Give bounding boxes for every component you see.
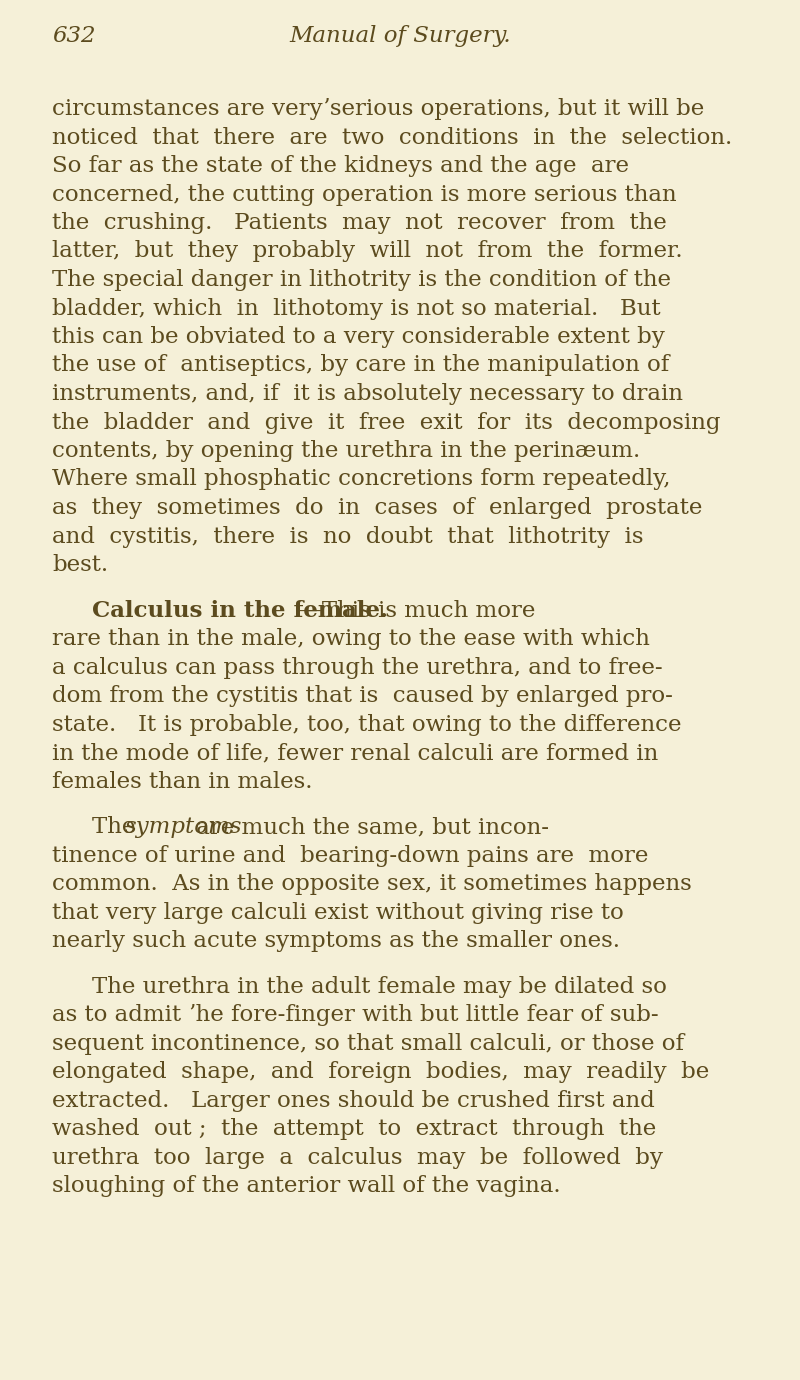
Text: 632: 632 [52, 25, 95, 47]
Text: Where small phosphatic concretions form repeatedly,: Where small phosphatic concretions form … [52, 468, 670, 490]
Text: symptoms: symptoms [125, 816, 242, 838]
Text: the  crushing.   Patients  may  not  recover  from  the: the crushing. Patients may not recover f… [52, 213, 666, 235]
Text: that very large calculi exist without giving rise to: that very large calculi exist without gi… [52, 901, 624, 923]
Text: The: The [92, 816, 142, 838]
Text: this can be obviated to a very considerable extent by: this can be obviated to a very considera… [52, 326, 665, 348]
Text: extracted.   Larger ones should be crushed first and: extracted. Larger ones should be crushed… [52, 1090, 654, 1112]
Text: common.  As in the opposite sex, it sometimes happens: common. As in the opposite sex, it somet… [52, 874, 692, 896]
Text: The special danger in lithotrity is the condition of the: The special danger in lithotrity is the … [52, 269, 671, 291]
Text: and  cystitis,  there  is  no  doubt  that  lithotrity  is: and cystitis, there is no doubt that lit… [52, 526, 643, 548]
Text: best.: best. [52, 553, 108, 575]
Text: sloughing of the anterior wall of the vagina.: sloughing of the anterior wall of the va… [52, 1176, 561, 1198]
Text: contents, by opening the urethra in the perinæum.: contents, by opening the urethra in the … [52, 440, 640, 462]
Text: Manual of Surgery.: Manual of Surgery. [289, 25, 511, 47]
Text: elongated  shape,  and  foreign  bodies,  may  readily  be: elongated shape, and foreign bodies, may… [52, 1061, 710, 1083]
Text: the  bladder  and  give  it  free  exit  for  its  decomposing: the bladder and give it free exit for it… [52, 411, 721, 433]
Text: So far as the state of the kidneys and the age  are: So far as the state of the kidneys and t… [52, 155, 629, 177]
Text: state.   It is probable, too, that owing to the difference: state. It is probable, too, that owing t… [52, 713, 682, 736]
Text: a calculus can pass through the urethra, and to free-: a calculus can pass through the urethra,… [52, 657, 662, 679]
Text: bladder, which  in  lithotomy is not so material.   But: bladder, which in lithotomy is not so ma… [52, 298, 661, 320]
Text: as to admit ʼhe fore-finger with but little fear of sub-: as to admit ʼhe fore-finger with but lit… [52, 1005, 658, 1027]
Text: latter,  but  they  probably  will  not  from  the  former.: latter, but they probably will not from … [52, 240, 682, 262]
Text: are much the same, but incon-: are much the same, but incon- [189, 816, 549, 838]
Text: The urethra in the adult female may be dilated so: The urethra in the adult female may be d… [92, 976, 667, 998]
Text: instruments, and, if  it is absolutely necessary to drain: instruments, and, if it is absolutely ne… [52, 384, 683, 404]
Text: tinence of urine and  bearing-down pains are  more: tinence of urine and bearing-down pains … [52, 845, 648, 867]
Text: —This is much more: —This is much more [299, 599, 535, 621]
Text: washed  out ;  the  attempt  to  extract  through  the: washed out ; the attempt to extract thro… [52, 1118, 656, 1140]
Text: rare than in the male, owing to the ease with which: rare than in the male, owing to the ease… [52, 628, 650, 650]
Text: circumstances are veryʼserious operations, but it will be: circumstances are veryʼserious operation… [52, 98, 704, 120]
Text: females than in males.: females than in males. [52, 770, 313, 792]
Text: the use of  antiseptics, by care in the manipulation of: the use of antiseptics, by care in the m… [52, 355, 670, 377]
Text: nearly such acute symptoms as the smaller ones.: nearly such acute symptoms as the smalle… [52, 930, 620, 952]
Text: as  they  sometimes  do  in  cases  of  enlarged  prostate: as they sometimes do in cases of enlarge… [52, 497, 702, 519]
Text: concerned, the cutting operation is more serious than: concerned, the cutting operation is more… [52, 184, 677, 206]
Text: noticed  that  there  are  two  conditions  in  the  selection.: noticed that there are two conditions in… [52, 127, 732, 149]
Text: dom from the cystitis that is  caused by enlarged pro-: dom from the cystitis that is caused by … [52, 684, 673, 707]
Text: in the mode of life, fewer renal calculi are formed in: in the mode of life, fewer renal calculi… [52, 742, 658, 765]
Text: urethra  too  large  a  calculus  may  be  followed  by: urethra too large a calculus may be foll… [52, 1147, 663, 1169]
Text: sequent incontinence, so that small calculi, or those of: sequent incontinence, so that small calc… [52, 1032, 684, 1054]
Text: Calculus in the female.: Calculus in the female. [92, 599, 388, 621]
